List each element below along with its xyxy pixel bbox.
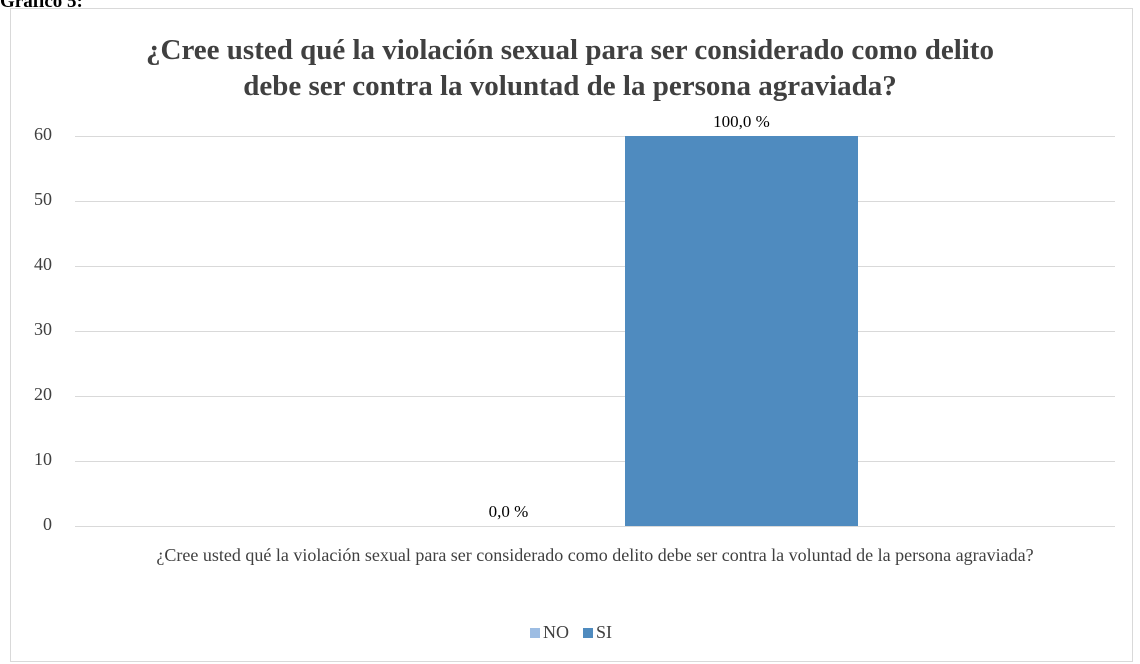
x-tick-label: ¿Cree usted qué la violación sexual para… bbox=[156, 545, 1034, 565]
data-label: 0,0 % bbox=[489, 502, 529, 521]
caption: Gráfico 5: bbox=[0, 0, 83, 12]
chart-title: ¿Cree usted qué la violación sexual para… bbox=[146, 34, 994, 102]
legend-label: SI bbox=[596, 622, 612, 642]
y-tick-label: 0 bbox=[43, 514, 52, 534]
y-tick-label: 30 bbox=[34, 319, 52, 339]
data-label: 100,0 % bbox=[713, 112, 770, 131]
chart-frame bbox=[10, 8, 1133, 662]
legend-swatch bbox=[530, 628, 540, 638]
y-tick-label: 10 bbox=[34, 449, 52, 469]
y-tick-label: 60 bbox=[34, 124, 52, 144]
bar bbox=[625, 136, 858, 526]
y-tick-label: 20 bbox=[34, 384, 52, 404]
y-tick-label: 40 bbox=[34, 254, 52, 274]
y-tick-label: 50 bbox=[34, 189, 52, 209]
legend-swatch bbox=[583, 628, 593, 638]
legend-label: NO bbox=[543, 622, 569, 642]
